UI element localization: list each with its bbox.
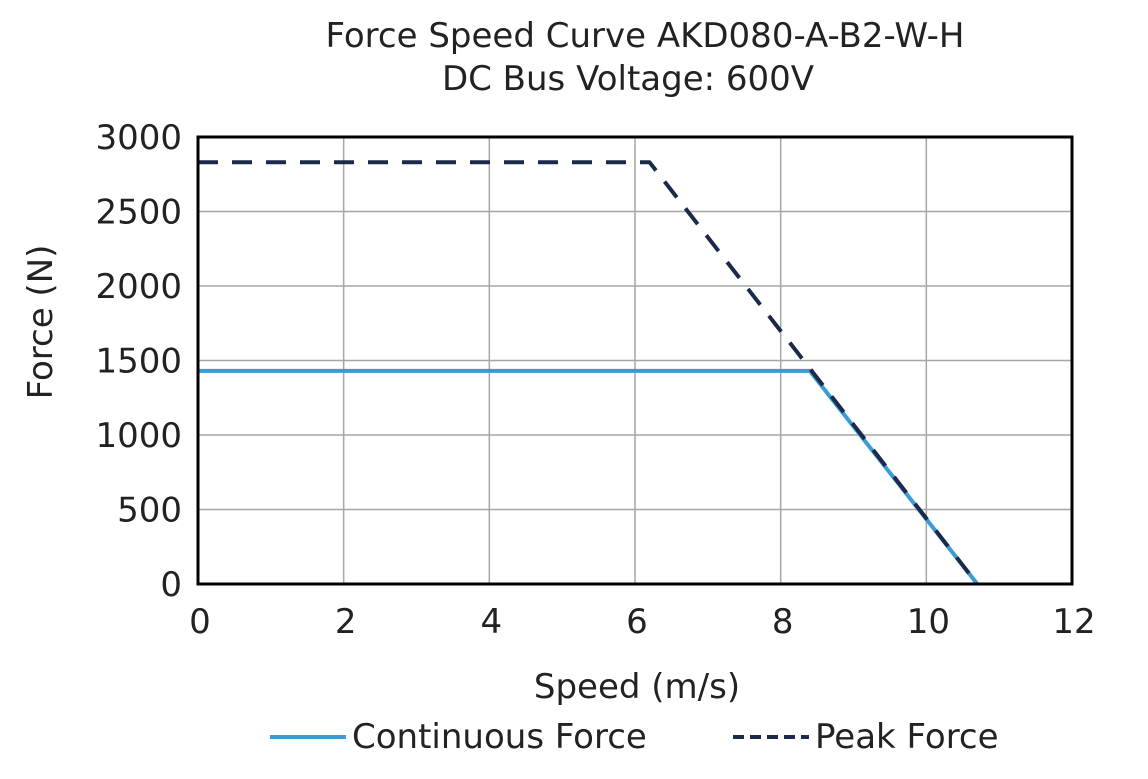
x-tick-label: 4 — [481, 602, 503, 642]
x-tick-label: 12 — [1052, 602, 1095, 642]
y-tick-label: 1500 — [95, 342, 182, 382]
legend: Continuous Force Peak Force — [270, 717, 999, 757]
x-tick-label: 2 — [335, 602, 357, 642]
series-line-continuous-force — [198, 368, 979, 586]
y-tick-label: 3000 — [95, 118, 182, 158]
plot-frame — [196, 135, 1074, 586]
x-tick-label: 0 — [189, 602, 211, 642]
legend-label-continuous-force: Continuous Force — [352, 717, 647, 757]
y-tick-label: 500 — [117, 491, 182, 531]
y-tick-labels: 0 500 1000 1500 2000 2500 3000 — [95, 118, 182, 605]
chart-title: Force Speed Curve AKD080-A-B2-W-H — [326, 16, 965, 56]
chart-subtitle: DC Bus Voltage: 600V — [442, 59, 814, 99]
y-tick-label: 0 — [160, 565, 182, 605]
legend-label-peak-force: Peak Force — [815, 717, 999, 757]
y-axis-label: Force (N) — [21, 245, 61, 400]
x-tick-label: 6 — [626, 602, 648, 642]
series-line-peak-force — [198, 160, 979, 586]
series-lines — [198, 160, 979, 586]
y-tick-label: 2000 — [95, 267, 182, 307]
x-axis-label: Speed (m/s) — [534, 667, 740, 707]
y-tick-label: 2500 — [95, 193, 182, 233]
grid-lines — [197, 136, 1073, 585]
x-tick-label: 8 — [772, 602, 794, 642]
x-tick-label: 10 — [907, 602, 950, 642]
y-tick-label: 1000 — [95, 416, 182, 456]
x-tick-labels: 0 2 4 6 8 10 12 — [189, 602, 1095, 642]
